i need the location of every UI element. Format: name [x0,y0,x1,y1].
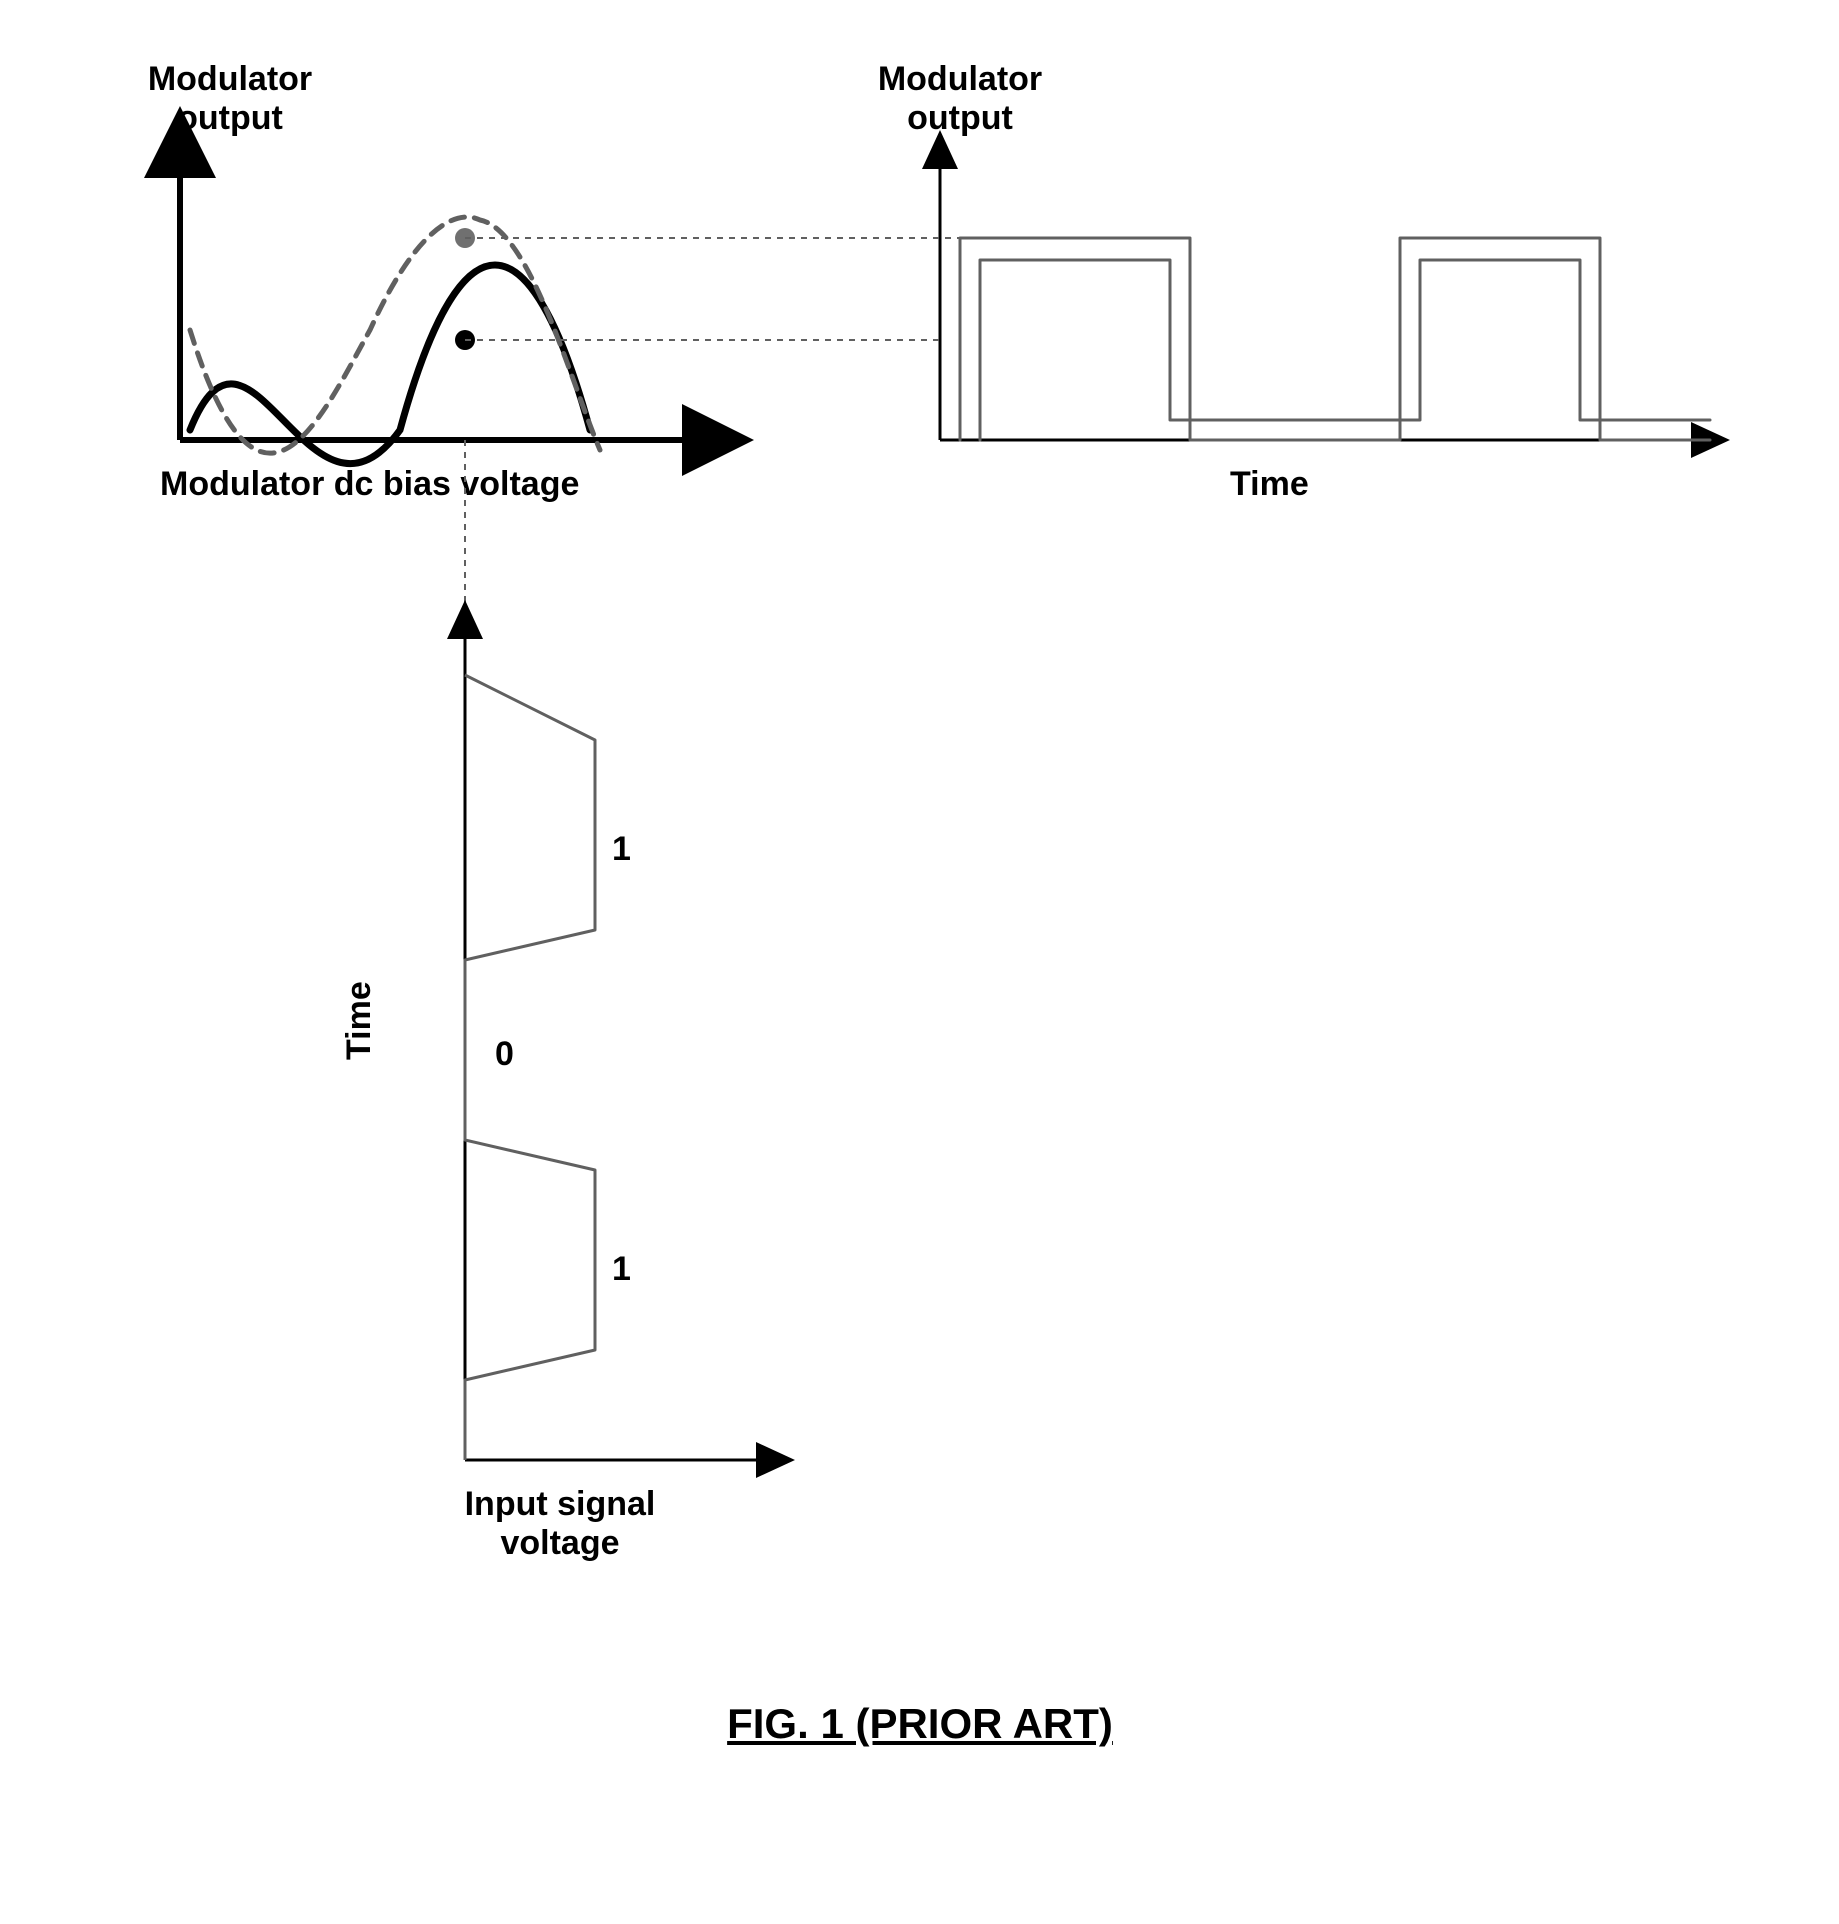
figure-caption: FIG. 1 (PRIOR ART) [727,1700,1113,1748]
diagram-svg [60,60,1780,1660]
figure-container: Modulator output Modulator dc bias volta… [60,60,1780,1860]
